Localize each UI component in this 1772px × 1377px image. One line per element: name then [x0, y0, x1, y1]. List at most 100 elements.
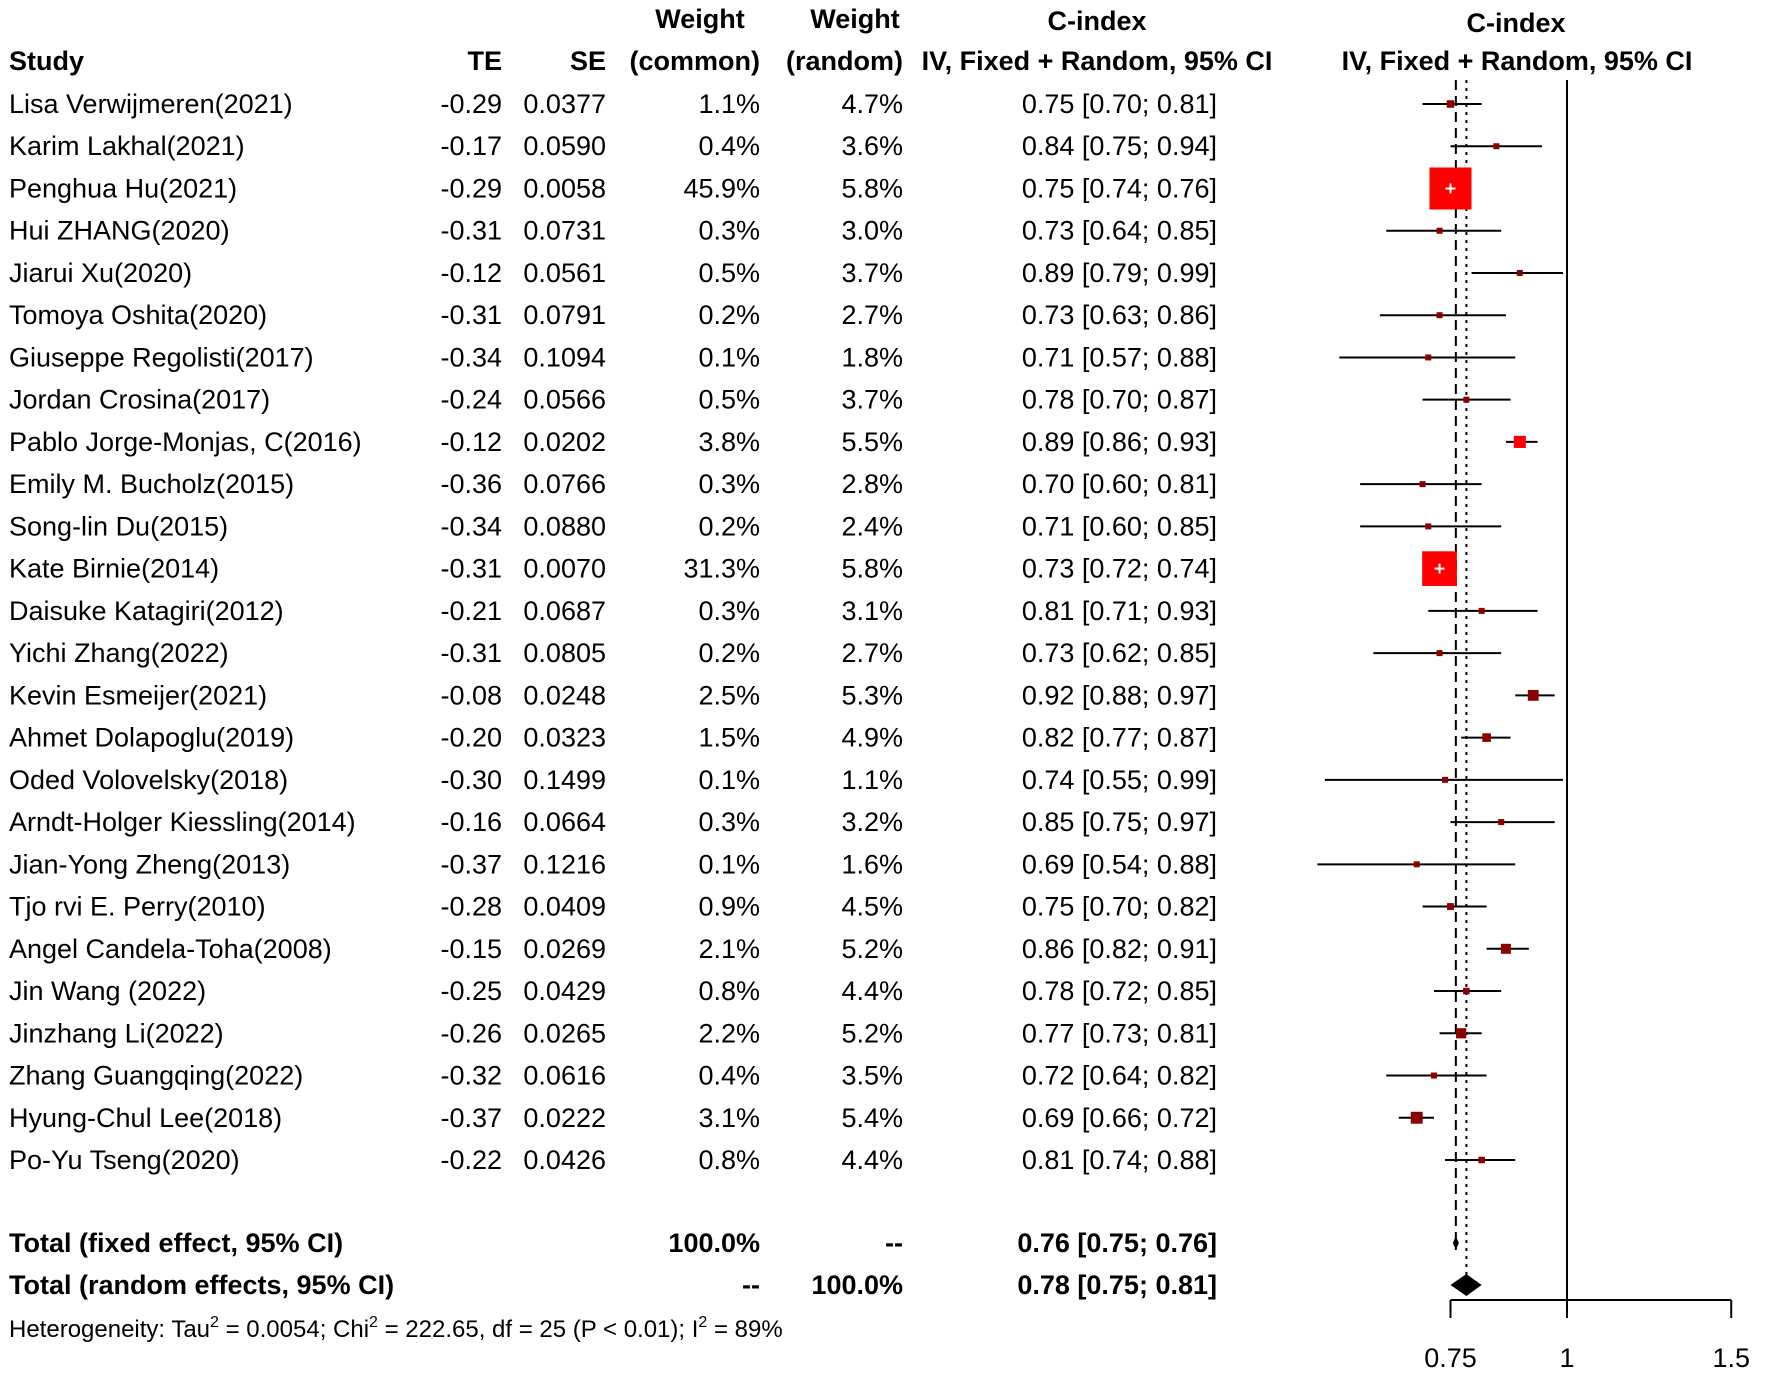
study-se: 0.0269: [523, 934, 606, 964]
study-weight-random: 3.7%: [841, 258, 903, 288]
study-name: Emily M. Bucholz(2015): [9, 469, 294, 499]
study-name: Kate Birnie(2014): [9, 554, 219, 584]
study-ci: 0.77 [0.73; 0.81]: [1022, 1018, 1217, 1048]
study-ci: 0.71 [0.60; 0.85]: [1022, 511, 1217, 541]
study-weight-random: 4.4%: [841, 976, 903, 1006]
study-point-estimate-marker: [1434, 563, 1445, 574]
study-name: Penghua Hu(2021): [9, 173, 237, 203]
study-weight-square: [1493, 143, 1500, 150]
study-se: 0.0248: [523, 680, 606, 710]
study-weight-random: 2.8%: [841, 469, 903, 499]
study-weight-common: 1.1%: [698, 89, 760, 119]
study-weight-random: 3.5%: [841, 1061, 903, 1091]
header-weight-random-1: Weight: [810, 4, 900, 34]
study-weight-random: 1.8%: [841, 342, 903, 372]
study-name: Jin Wang (2022): [9, 976, 206, 1006]
header-plot-1: C-index: [1466, 8, 1565, 38]
study-weight-random: 5.3%: [841, 680, 903, 710]
study-ci: 0.81 [0.74; 0.88]: [1022, 1145, 1217, 1175]
study-te: -0.31: [440, 216, 502, 246]
study-te: -0.28: [440, 892, 502, 922]
study-name: Oded Volovelsky(2018): [9, 765, 288, 795]
study-te: -0.26: [440, 1018, 502, 1048]
study-weight-random: 1.1%: [841, 765, 903, 795]
study-se: 0.0616: [523, 1061, 606, 1091]
study-ci: 0.82 [0.77; 0.87]: [1022, 723, 1217, 753]
study-se: 0.0664: [523, 807, 606, 837]
study-ci: 0.69 [0.54; 0.88]: [1022, 849, 1217, 879]
study-weight-square: [1516, 269, 1523, 276]
study-se: 0.0409: [523, 892, 606, 922]
study-te: -0.24: [440, 385, 502, 415]
total-weight-random: --: [885, 1228, 903, 1258]
study-te: -0.31: [440, 638, 502, 668]
study-name: Hui ZHANG(2020): [9, 216, 230, 246]
study-te: -0.12: [440, 258, 502, 288]
study-weight-square: [1442, 776, 1449, 783]
heterogeneity-part: = 89%: [707, 1316, 782, 1343]
study-ci: 0.78 [0.70; 0.87]: [1022, 385, 1217, 415]
superscript: 2: [210, 1314, 219, 1331]
study-weight-random: 4.9%: [841, 723, 903, 753]
study-name: Po-Yu Tseng(2020): [9, 1145, 240, 1175]
study-weight-square: [1498, 819, 1505, 826]
study-name: Angel Candela-Toha(2008): [9, 934, 332, 964]
study-weight-common: 0.8%: [698, 976, 760, 1006]
study-se: 0.0377: [523, 89, 606, 119]
heterogeneity-part: Heterogeneity: Tau: [9, 1316, 210, 1343]
study-ci: 0.70 [0.60; 0.81]: [1022, 469, 1217, 499]
header-study: Study: [9, 46, 84, 76]
header-ci-1: C-index: [1047, 6, 1146, 36]
study-se: 0.0070: [523, 554, 606, 584]
study-weight-random: 3.0%: [841, 216, 903, 246]
study-te: -0.29: [440, 89, 502, 119]
study-se: 0.0202: [523, 427, 606, 457]
study-ci: 0.89 [0.86; 0.93]: [1022, 427, 1217, 457]
study-weight-square: [1430, 1072, 1437, 1079]
study-weight-common: 0.3%: [698, 596, 760, 626]
study-te: -0.36: [440, 469, 502, 499]
study-ci: 0.92 [0.88; 0.97]: [1022, 680, 1217, 710]
study-weight-square: [1456, 1028, 1467, 1039]
study-weight-square: [1500, 943, 1511, 954]
study-weight-common: 0.1%: [698, 849, 760, 879]
study-weight-square: [1513, 435, 1526, 448]
study-ci: 0.73 [0.62; 0.85]: [1022, 638, 1217, 668]
study-te: -0.22: [440, 1145, 502, 1175]
study-weight-random: 1.6%: [841, 849, 903, 879]
header-weight-common-2: (common): [630, 46, 761, 76]
study-weight-common: 0.9%: [698, 892, 760, 922]
study-se: 0.0426: [523, 1145, 606, 1175]
study-weight-common: 45.9%: [683, 173, 760, 203]
study-weight-common: 0.4%: [698, 1061, 760, 1091]
study-ci: 0.75 [0.70; 0.81]: [1022, 89, 1217, 119]
study-name: Tomoya Oshita(2020): [9, 300, 267, 330]
study-weight-common: 3.1%: [698, 1103, 760, 1133]
study-weight-random: 5.5%: [841, 427, 903, 457]
study-weight-square: [1413, 861, 1420, 868]
study-name: Arndt-Holger Kiessling(2014): [9, 807, 356, 837]
study-name: Yichi Zhang(2022): [9, 638, 229, 668]
study-te: -0.15: [440, 934, 502, 964]
study-weight-common: 1.5%: [698, 723, 760, 753]
study-se: 0.0687: [523, 596, 606, 626]
header-ci-2: IV, Fixed + Random, 95% CI: [922, 46, 1273, 76]
study-name: Karim Lakhal(2021): [9, 131, 245, 161]
header-plot-2: IV, Fixed + Random, 95% CI: [1342, 46, 1693, 76]
study-ci: 0.71 [0.57; 0.88]: [1022, 342, 1217, 372]
study-ci: 0.86 [0.82; 0.91]: [1022, 934, 1217, 964]
study-weight-random: 2.7%: [841, 638, 903, 668]
study-weight-random: 5.4%: [841, 1103, 903, 1133]
study-weight-common: 31.3%: [683, 554, 760, 584]
total-weight-common: 100.0%: [668, 1228, 760, 1258]
study-se: 0.0731: [523, 216, 606, 246]
study-ci: 0.75 [0.74; 0.76]: [1022, 173, 1217, 203]
study-weight-square: [1436, 650, 1443, 657]
study-weight-random: 2.4%: [841, 511, 903, 541]
study-weight-random: 4.4%: [841, 1145, 903, 1175]
study-te: -0.32: [440, 1061, 502, 1091]
study-se: 0.0222: [523, 1103, 606, 1133]
superscript: 2: [369, 1314, 378, 1331]
study-ci: 0.73 [0.64; 0.85]: [1022, 216, 1217, 246]
